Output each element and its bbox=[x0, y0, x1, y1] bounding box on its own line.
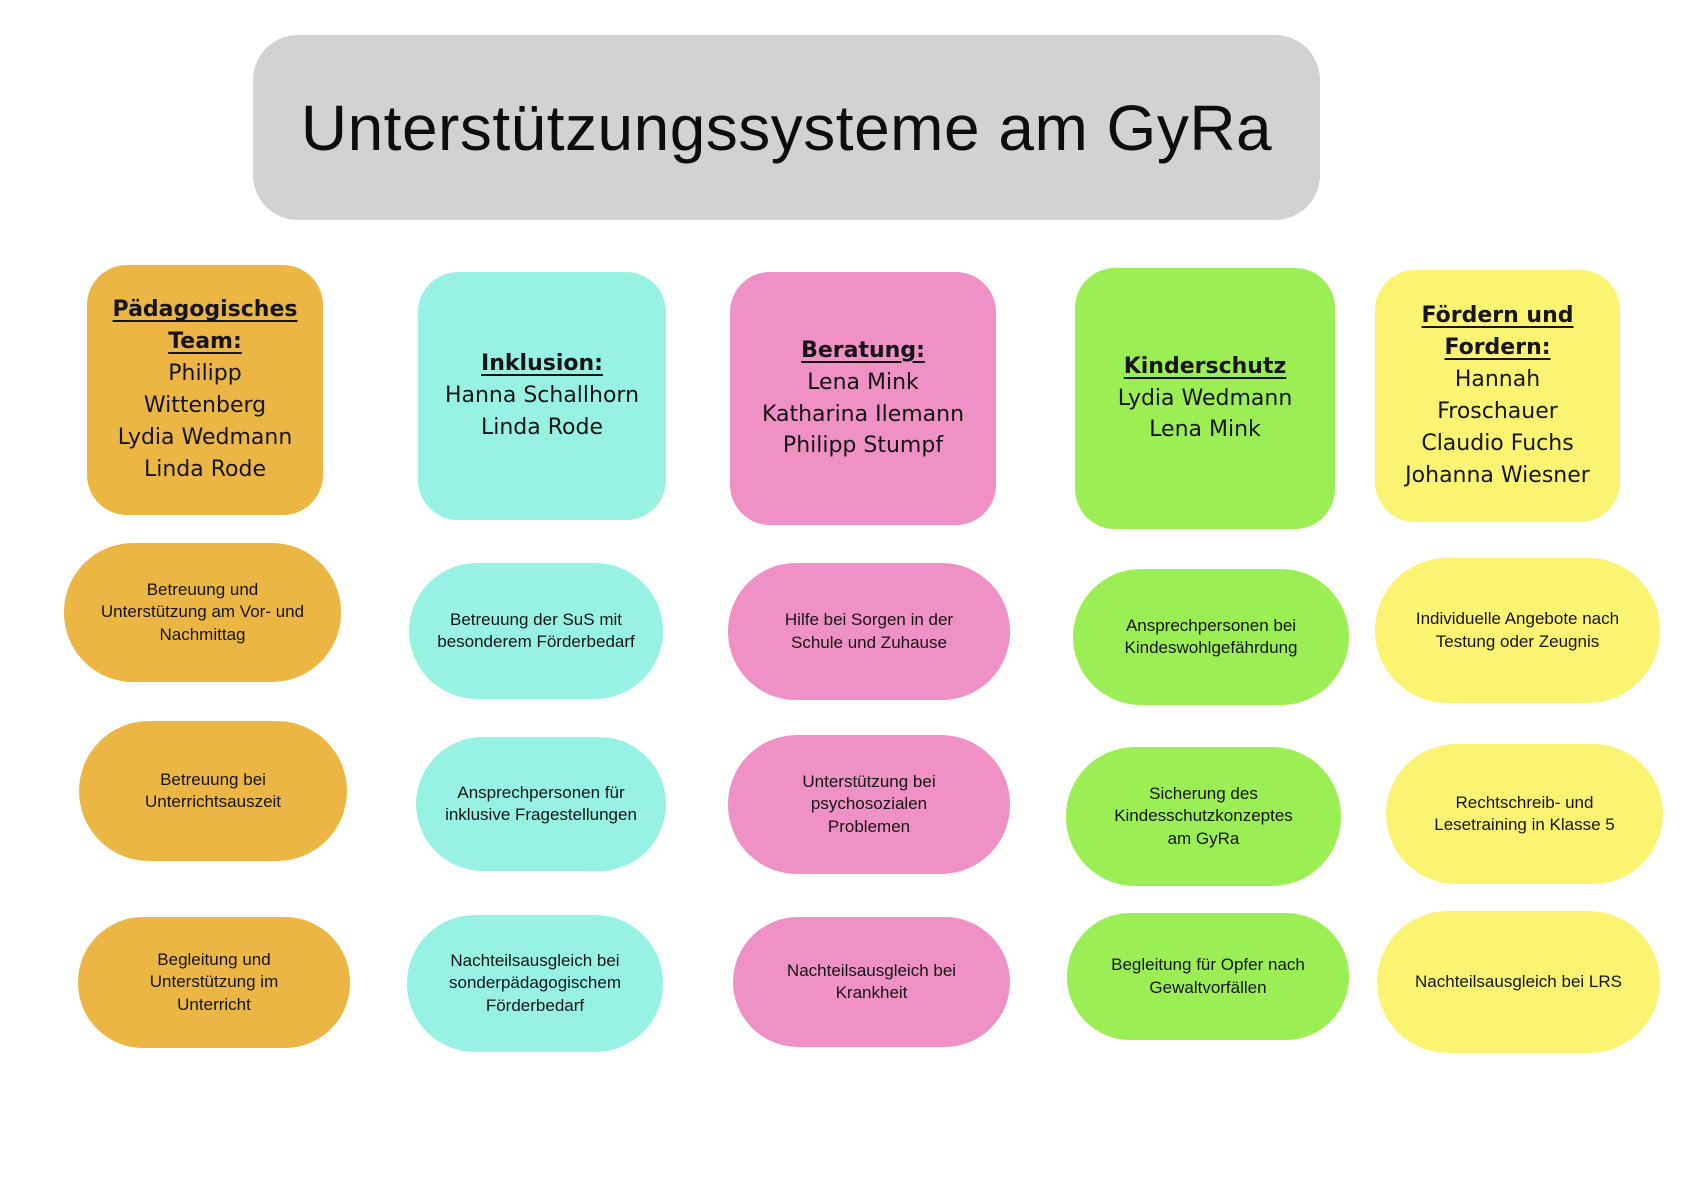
member-name: Lena Mink bbox=[807, 369, 919, 395]
column-title: Beratung: bbox=[801, 337, 925, 363]
pill-label: Ansprechpersonen bei Kindeswohlgefährdun… bbox=[1124, 615, 1298, 657]
member-name: Linda Rode bbox=[480, 414, 603, 440]
member-name: Lydia Wedmann bbox=[1117, 385, 1293, 411]
member-name: Hannah Froschauer bbox=[1437, 367, 1558, 424]
pill-label: Hilfe bei Sorgen in der Schule und Zuhau… bbox=[784, 610, 954, 652]
column-title: Fördern und Fordern: bbox=[1421, 303, 1574, 361]
pill-label: Nachteilsausgleich bei sonderpädagogisch… bbox=[448, 950, 621, 1015]
pill-label: Nachteilsausgleich bei LRS bbox=[1415, 971, 1622, 991]
pill-psychosoziale-probleme: Unterstützung bei psychosozialen Problem… bbox=[728, 735, 1010, 874]
pill-label: Nachteilsausgleich bei Krankheit bbox=[786, 960, 957, 1002]
member-name: Philipp Stumpf bbox=[782, 433, 944, 459]
pill-nachteilsausgleich-lrs: Nachteilsausgleich bei LRS bbox=[1377, 911, 1660, 1053]
pill-betreuung-unterrichtsauszeit: Betreuung bei Unterrichtsauszeit bbox=[79, 721, 347, 861]
column-header-foerdern-und-fordern: Fördern und Fordern: Hannah Froschauer C… bbox=[1375, 270, 1620, 522]
page-title: Unterstützungssysteme am GyRa bbox=[300, 91, 1273, 164]
pill-label: Begleitung für Opfer nach Gewaltvorfälle… bbox=[1111, 955, 1305, 997]
pill-hilfe-bei-sorgen: Hilfe bei Sorgen in der Schule und Zuhau… bbox=[728, 563, 1010, 700]
column-header-beratung: Beratung: Lena Mink Katharina Ilemann Ph… bbox=[730, 272, 996, 525]
pill-label: Begleitung und Unterstützung im Unterric… bbox=[149, 949, 279, 1014]
pill-label: Betreuung und Unterstützung am Vor- und … bbox=[100, 579, 305, 644]
pill-label: Unterstützung bei psychosozialen Problem… bbox=[802, 771, 936, 836]
pill-label: Individuelle Angebote nach Testung oder … bbox=[1415, 609, 1620, 651]
pill-kindesschutzkonzept: Sicherung des Kindesschutzkonzeptes am G… bbox=[1066, 747, 1341, 886]
pill-nachteilsausgleich-krankheit: Nachteilsausgleich bei Krankheit bbox=[733, 917, 1010, 1047]
column-header-inklusion: Inklusion: Hanna Schallhorn Linda Rode bbox=[418, 272, 666, 520]
pill-nachteilsausgleich-sonderpaedagogisch: Nachteilsausgleich bei sonderpädagogisch… bbox=[407, 915, 663, 1052]
column-title: Pädagogisches Team: bbox=[112, 297, 298, 355]
pill-ansprechpersonen-inklusion: Ansprechpersonen für inklusive Fragestel… bbox=[416, 737, 666, 871]
member-name: Claudio Fuchs bbox=[1421, 430, 1574, 456]
member-name: Lydia Wedmann bbox=[117, 424, 293, 450]
member-name: Katharina Ilemann bbox=[761, 401, 965, 427]
member-name: Lena Mink bbox=[1149, 417, 1261, 443]
member-name: Hanna Schallhorn bbox=[444, 383, 640, 409]
pill-individuelle-angebote: Individuelle Angebote nach Testung oder … bbox=[1375, 558, 1660, 703]
pill-betreuung-sus-foerderbedarf: Betreuung der SuS mit besonderem Förderb… bbox=[409, 563, 663, 699]
pill-betreuung-vor-und-nachmittag: Betreuung und Unterstützung am Vor- und … bbox=[64, 543, 341, 682]
column-header-paedagogisches-team: Pädagogisches Team: Philipp Wittenberg L… bbox=[87, 265, 323, 515]
title-box: Unterstützungssysteme am GyRa bbox=[253, 35, 1320, 220]
member-name: Johanna Wiesner bbox=[1405, 462, 1590, 488]
pill-label: Betreuung bei Unterrichtsauszeit bbox=[144, 769, 282, 811]
pill-label: Sicherung des Kindesschutzkonzeptes am G… bbox=[1114, 783, 1293, 848]
pill-label: Ansprechpersonen für inklusive Fragestel… bbox=[445, 782, 637, 824]
pill-begleitung-im-unterricht: Begleitung und Unterstützung im Unterric… bbox=[78, 917, 350, 1048]
member-name: Philipp Wittenberg bbox=[143, 361, 267, 418]
column-title: Kinderschutz bbox=[1123, 353, 1287, 379]
pill-begleitung-gewaltvorfaelle: Begleitung für Opfer nach Gewaltvorfälle… bbox=[1067, 913, 1349, 1040]
column-title: Inklusion: bbox=[481, 351, 603, 377]
column-header-kinderschutz: Kinderschutz Lydia Wedmann Lena Mink bbox=[1075, 268, 1335, 529]
pill-label: Betreuung der SuS mit besonderem Förderb… bbox=[437, 609, 635, 651]
member-name: Linda Rode bbox=[143, 456, 266, 482]
pill-rechtschreib-lesetraining: Rechtschreib- und Lesetraining in Klasse… bbox=[1386, 744, 1663, 884]
pill-label: Rechtschreib- und Lesetraining in Klasse… bbox=[1434, 792, 1615, 834]
pill-ansprechpersonen-kindeswohl: Ansprechpersonen bei Kindeswohlgefährdun… bbox=[1073, 569, 1349, 705]
